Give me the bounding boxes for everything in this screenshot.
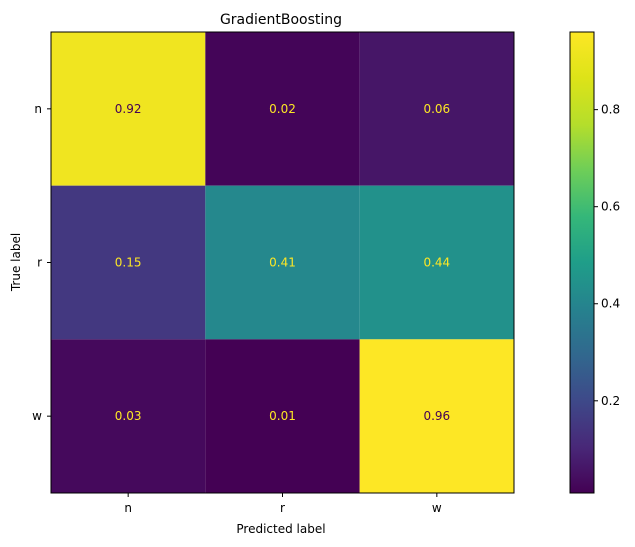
cell-value-label: 0.41: [269, 256, 296, 270]
cell-value-label: 0.44: [423, 256, 450, 270]
colorbar: [569, 31, 595, 494]
heatmap-cell: [51, 32, 206, 186]
cell-value-label: 0.96: [423, 409, 450, 423]
x-tick-label: r: [280, 501, 285, 515]
heatmap-cell: [359, 339, 514, 493]
cell-value-label: 0.02: [269, 102, 296, 116]
y-axis-label: True label: [9, 233, 23, 292]
heatmap-cell: [359, 32, 514, 186]
cell-value-label: 0.15: [115, 256, 142, 270]
y-axis-ticks: n r w: [32, 102, 51, 423]
colorbar-tick-label: 0.2: [601, 394, 620, 408]
heatmap-cells: 0.92 0.02 0.06 0.15 0.41 0.44 0.03 0.01 0.96: [51, 32, 514, 493]
heatmap-cell: [51, 339, 206, 493]
y-tick-label: r: [37, 256, 42, 270]
heatmap-cell: [51, 185, 206, 340]
chart-title: GradientBoosting: [220, 12, 342, 28]
cell-value-label: 0.01: [269, 409, 296, 423]
colorbar-ticks: 0.2 0.4 0.6 0.8: [594, 103, 620, 408]
heatmap-cell: [205, 185, 360, 340]
heatmap-cell: [205, 32, 360, 186]
colorbar-tick-label: 0.4: [601, 297, 620, 311]
colorbar-tick-label: 0.6: [601, 200, 620, 214]
heatmap-cell: [359, 185, 514, 340]
cell-value-label: 0.92: [115, 102, 142, 116]
x-tick-label: w: [432, 501, 442, 515]
heatmap-cell: [205, 339, 360, 493]
cell-value-label: 0.03: [115, 409, 142, 423]
y-tick-label: n: [34, 102, 42, 116]
x-axis-label: Predicted label: [236, 522, 325, 536]
y-tick-label: w: [32, 409, 42, 423]
x-tick-label: n: [124, 501, 132, 515]
cell-value-label: 0.06: [423, 102, 450, 116]
colorbar-tick-label: 0.8: [601, 103, 620, 117]
